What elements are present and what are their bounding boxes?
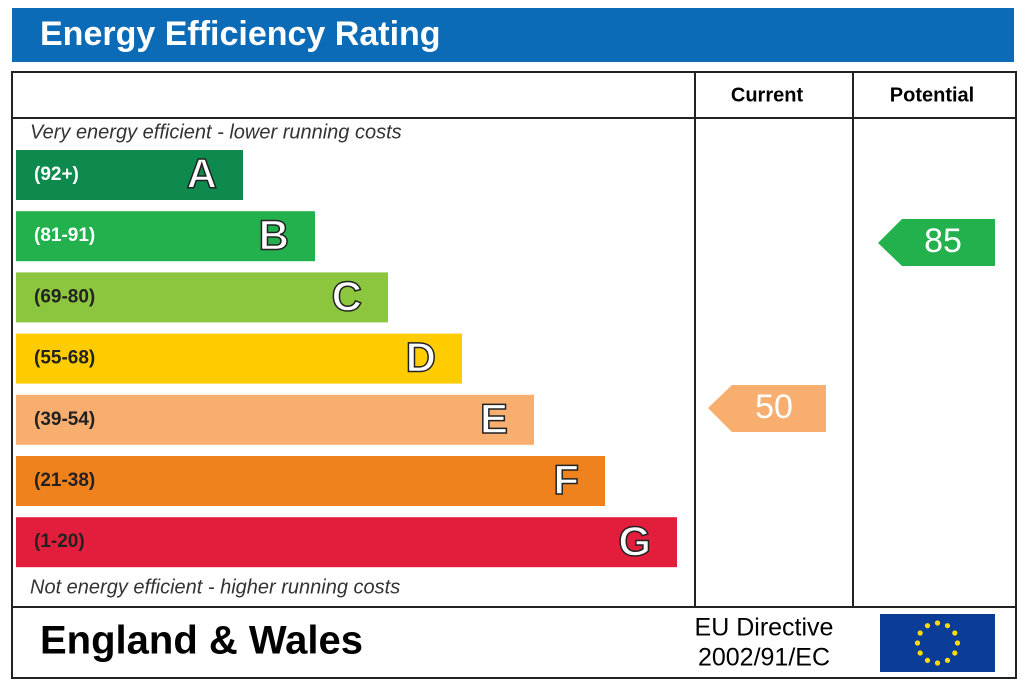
eu-stars (914, 620, 961, 666)
star (944, 657, 951, 663)
bands: (92+) A (81-91) B (69-80) C (55-68) D (39-54) E (2… (16, 149, 677, 568)
band-range: (92+) (34, 164, 79, 185)
band-letter: F (553, 456, 579, 503)
band-letter: C (332, 272, 362, 319)
region: England & Wales (40, 619, 363, 663)
band-range: (21-38) (34, 470, 95, 491)
star (954, 640, 961, 646)
band-letter: A (187, 150, 217, 197)
star (924, 623, 931, 629)
column-header: Potential (890, 84, 974, 106)
band-bar (16, 517, 677, 568)
star (934, 620, 941, 626)
star (914, 640, 921, 646)
band-letter: G (618, 517, 651, 564)
current-value: 50 (755, 388, 793, 426)
star (944, 623, 951, 629)
star (924, 657, 931, 663)
band-letter: B (259, 211, 289, 258)
band-letter: D (406, 334, 436, 381)
band-range: (1-20) (34, 531, 85, 552)
current-arrow (708, 385, 826, 432)
band-range: (39-54) (34, 409, 95, 430)
star (917, 650, 923, 656)
band-bar (16, 272, 388, 323)
band-bar (16, 211, 315, 262)
band-bar (16, 333, 462, 384)
column-header: Current (731, 84, 804, 106)
band-bar (16, 150, 243, 200)
star (934, 660, 941, 666)
frame (11, 71, 1017, 679)
band-range: (55-68) (34, 348, 95, 369)
directive: EU Directive (695, 614, 834, 642)
directive: 2002/91/EC (698, 644, 830, 672)
band-range: (69-80) (34, 286, 95, 307)
star (917, 630, 923, 636)
band-bar (16, 456, 605, 506)
potential-arrow (878, 219, 995, 266)
top-note: Very energy efficient - lower running co… (30, 121, 402, 143)
title-bar (12, 8, 1014, 62)
star (952, 630, 958, 636)
title: Energy Efficiency Rating (40, 15, 441, 53)
star (952, 650, 958, 656)
band-range: (81-91) (34, 225, 95, 246)
bottom-note: Not energy efficient - higher running co… (30, 576, 400, 598)
band-letter: E (480, 395, 508, 442)
potential-value: 85 (924, 222, 962, 260)
band-bar (16, 394, 534, 445)
